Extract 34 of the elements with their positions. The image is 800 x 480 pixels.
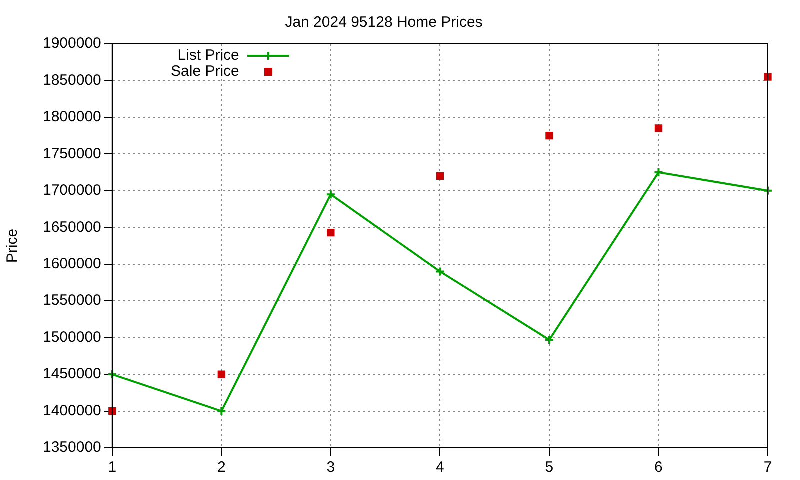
legend-label: Sale Price <box>171 63 240 80</box>
y-axis-title: Price <box>4 228 22 264</box>
y-tick-label: 1650000 <box>42 218 102 236</box>
x-tick-label: 6 <box>654 459 663 476</box>
y-tick-label: 1450000 <box>42 366 102 383</box>
x-tick-label: 7 <box>764 459 772 476</box>
x-tick-label: 4 <box>436 459 444 476</box>
point <box>326 190 336 200</box>
point <box>436 172 444 180</box>
x-tick-label: 5 <box>545 459 554 476</box>
y-tick-label: 1550000 <box>42 292 102 310</box>
chart-title: Jan 2024 95128 Home Prices <box>285 14 483 32</box>
point <box>546 132 554 140</box>
x-tick-label: 1 <box>108 459 117 476</box>
y-tick-label: 1800000 <box>42 108 102 126</box>
point <box>654 124 663 132</box>
y-tick-label: 1500000 <box>42 328 102 346</box>
x-tick-label: 2 <box>217 459 226 476</box>
y-tick-label: 1350000 <box>42 439 102 456</box>
y-tick-label: 1850000 <box>42 72 102 89</box>
point <box>216 406 227 416</box>
point <box>654 168 664 178</box>
point <box>327 228 335 237</box>
y-tick-label: 1900000 <box>42 35 102 52</box>
y-tick-label: 1750000 <box>42 145 102 162</box>
point <box>218 370 226 378</box>
y-tick-label: 1700000 <box>42 182 102 200</box>
point <box>435 266 446 277</box>
x-tick-label: 3 <box>326 459 336 476</box>
point <box>544 335 554 346</box>
y-tick-label: 1600000 <box>42 256 102 273</box>
legend-label: List Price <box>178 47 240 64</box>
point <box>764 73 772 81</box>
y-tick-label: 1400000 <box>42 402 102 420</box>
